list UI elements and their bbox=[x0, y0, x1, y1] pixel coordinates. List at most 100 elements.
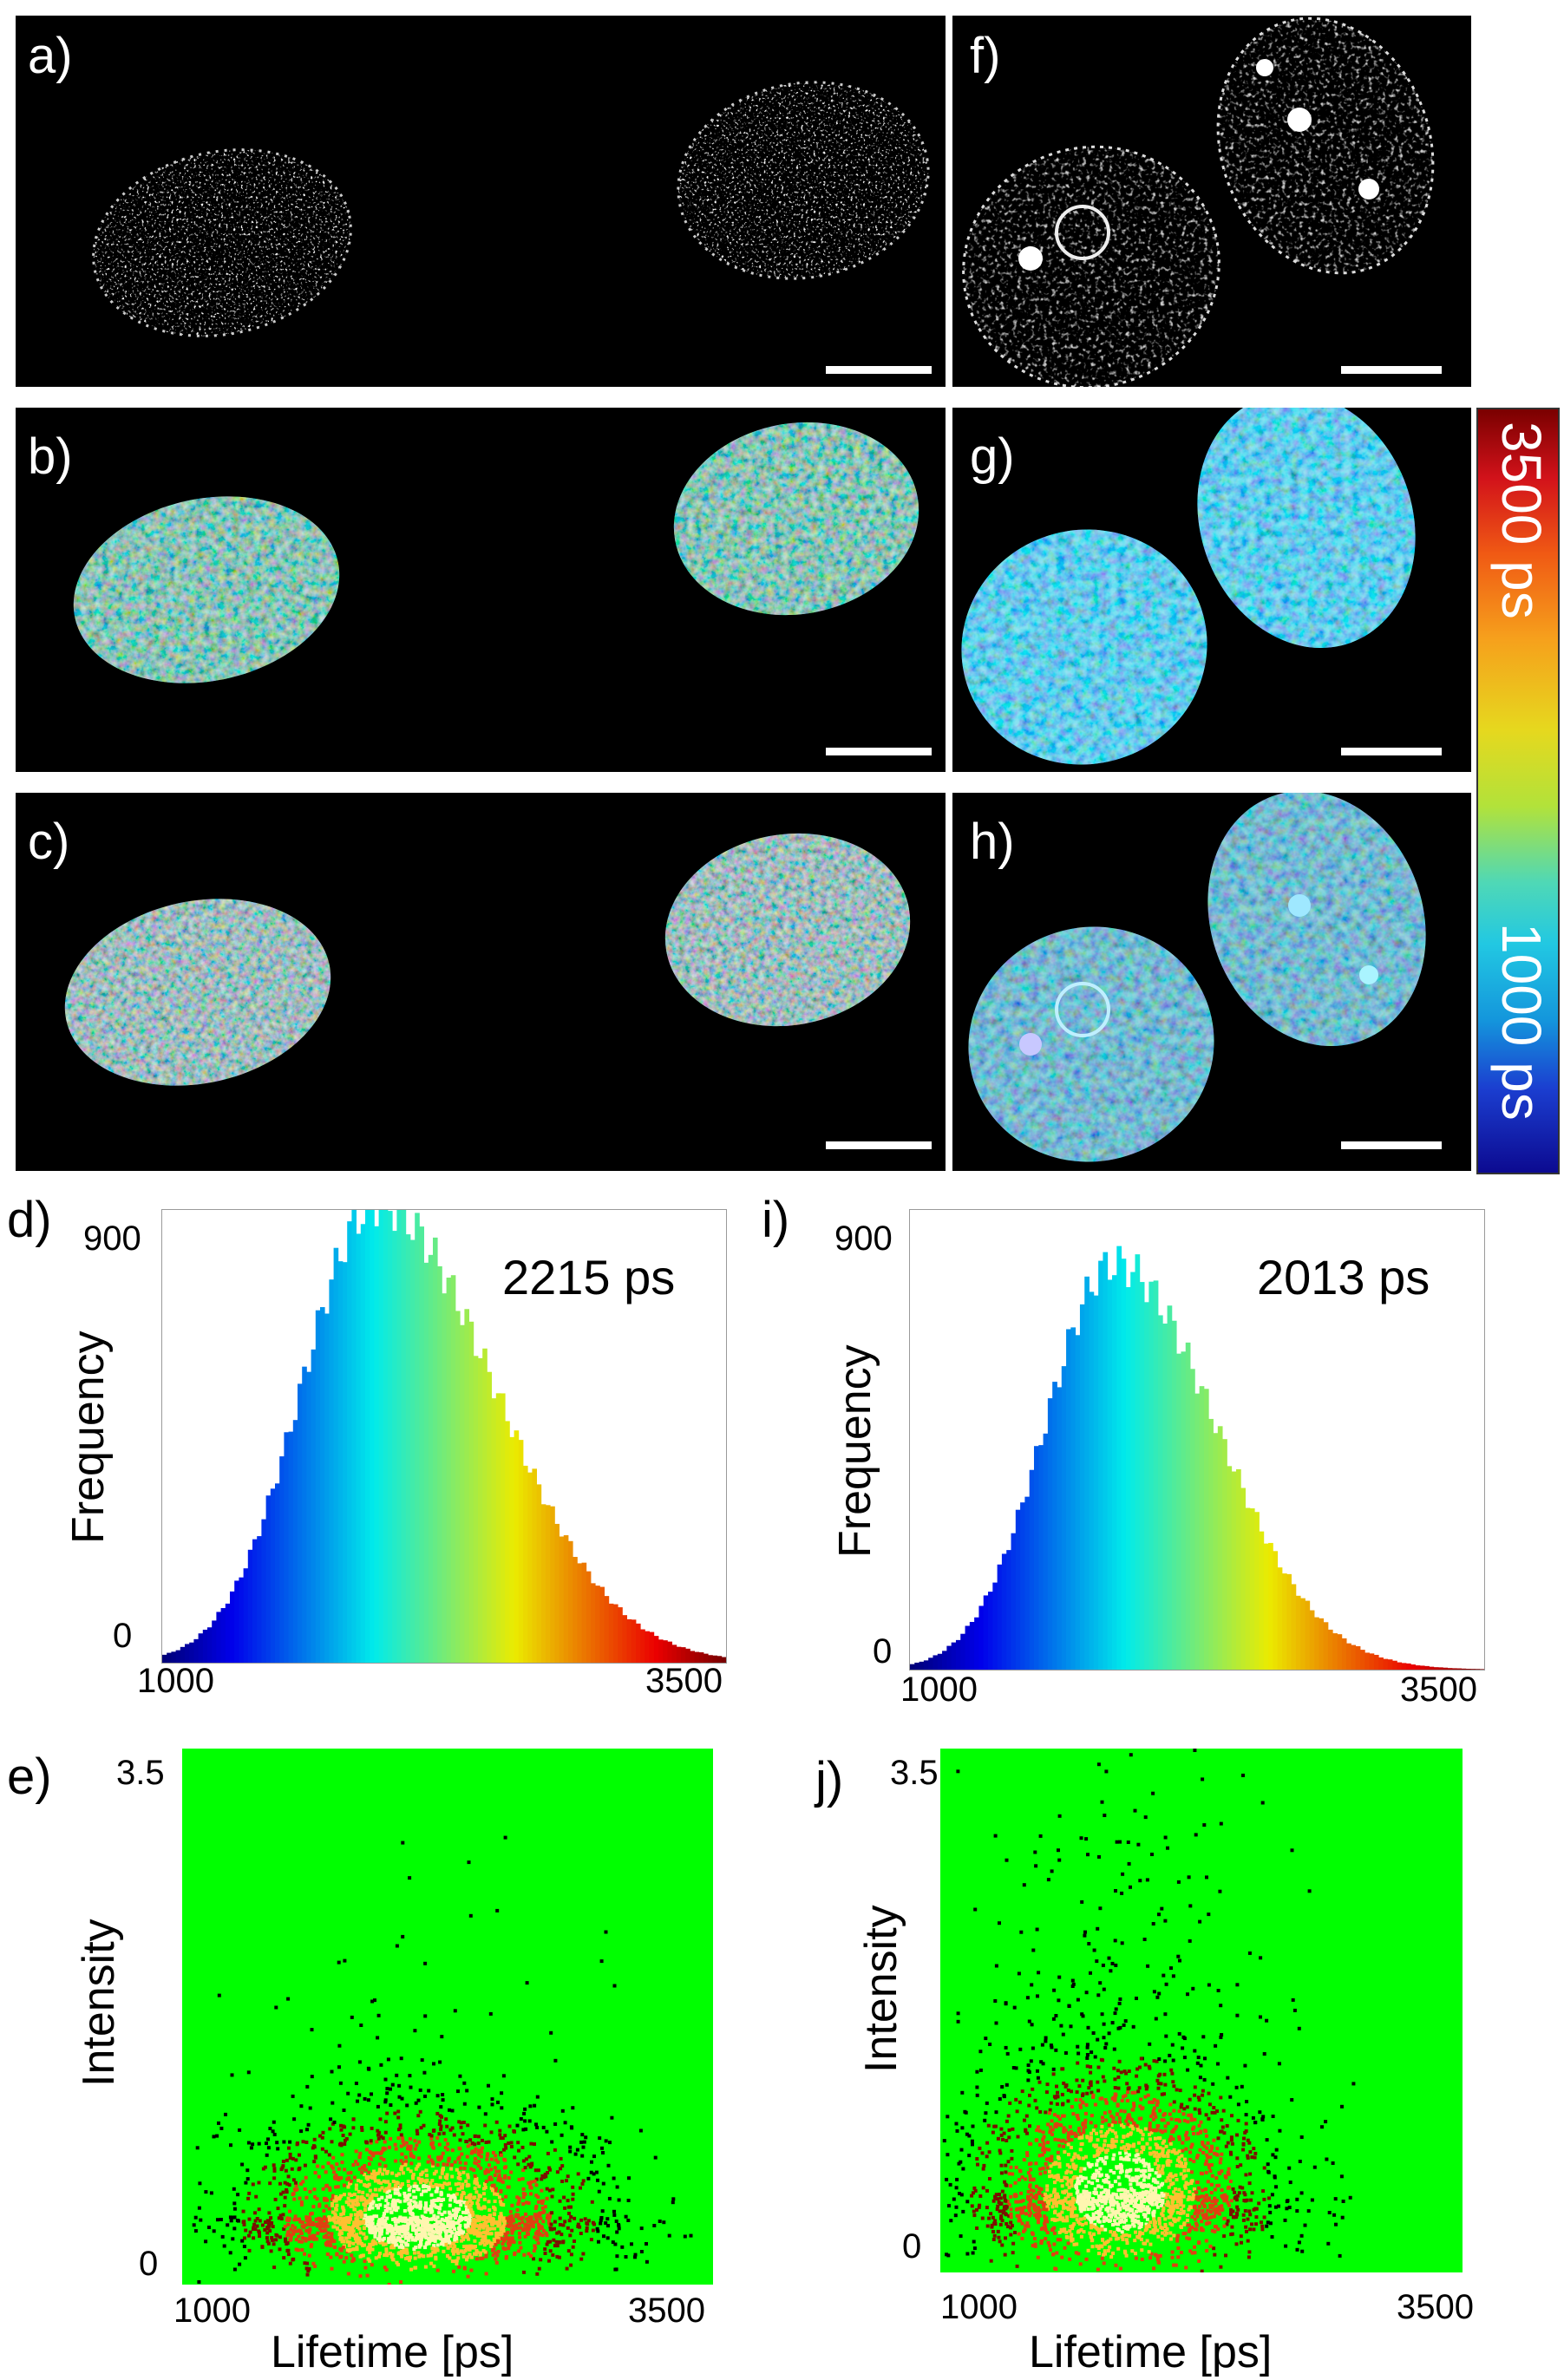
scatter-point bbox=[1235, 2205, 1240, 2209]
scatter-point bbox=[1331, 2161, 1335, 2165]
scatter-point bbox=[295, 2187, 299, 2192]
scatter-point bbox=[508, 2224, 513, 2228]
scatter-point bbox=[1071, 2205, 1076, 2209]
scatter-point bbox=[1134, 2252, 1137, 2256]
scatter-point bbox=[242, 2222, 246, 2226]
scatter-point bbox=[267, 2220, 272, 2223]
scatter-point bbox=[375, 2193, 379, 2197]
scatter-point bbox=[1074, 2097, 1078, 2102]
scatter-point bbox=[406, 2238, 410, 2242]
scatter-point bbox=[502, 2157, 507, 2161]
hist-bar bbox=[298, 1383, 303, 1663]
scatter-point bbox=[1228, 2095, 1233, 2099]
scatter-point bbox=[347, 2202, 351, 2207]
scatter-point bbox=[506, 2231, 510, 2235]
scatter-point bbox=[1163, 2217, 1168, 2221]
scatter-point bbox=[1176, 2255, 1181, 2259]
scatter-point bbox=[1116, 2222, 1121, 2226]
scatter-point bbox=[1154, 2225, 1158, 2229]
scatter-point bbox=[1096, 2138, 1100, 2142]
scatter-point bbox=[260, 2245, 265, 2249]
scatter-point bbox=[501, 2074, 506, 2078]
panel-e-label: e) bbox=[7, 1749, 52, 1805]
scatter-point bbox=[1049, 2247, 1052, 2252]
scatter-point bbox=[1045, 2231, 1050, 2235]
scatter-point bbox=[1077, 2129, 1081, 2134]
scatter-point bbox=[450, 2213, 455, 2218]
scatter-point bbox=[368, 2188, 372, 2193]
hist-bar bbox=[1066, 1329, 1071, 1670]
scatter-point bbox=[499, 2189, 503, 2193]
scatter-point bbox=[1194, 2221, 1198, 2226]
scatter-point bbox=[1067, 2138, 1071, 2142]
scatter-point bbox=[437, 2142, 442, 2147]
hist-bar bbox=[622, 1615, 627, 1663]
scatter-point bbox=[399, 2280, 403, 2284]
scatter-point bbox=[1088, 2202, 1091, 2207]
hist-bar bbox=[1116, 1246, 1122, 1670]
scatter-point bbox=[1066, 2207, 1070, 2211]
scatter-point bbox=[1146, 2205, 1149, 2209]
scatter-point bbox=[1292, 2008, 1297, 2012]
scatter-point bbox=[1106, 2130, 1109, 2135]
scatter-point bbox=[1102, 2252, 1106, 2257]
scatter-point bbox=[1106, 2175, 1110, 2180]
scatter-point bbox=[1147, 2190, 1151, 2194]
scatter-point bbox=[265, 2239, 270, 2244]
scatter-point bbox=[1181, 2211, 1186, 2215]
scatter-point bbox=[385, 2216, 389, 2220]
scatter-point bbox=[416, 2132, 420, 2136]
scatter-point bbox=[376, 2237, 380, 2241]
scatter-point bbox=[344, 2226, 349, 2231]
scatter-point bbox=[1152, 2231, 1156, 2235]
scatter-point bbox=[490, 2102, 494, 2107]
scatter-point bbox=[377, 2130, 382, 2135]
hist-bar bbox=[978, 1605, 985, 1670]
scatter-point bbox=[258, 2234, 262, 2239]
scatter-point bbox=[391, 2239, 396, 2243]
scatter-point bbox=[1107, 2031, 1111, 2036]
scatter-point bbox=[1188, 1904, 1193, 1908]
scatter-point bbox=[434, 2189, 438, 2194]
scatter-point bbox=[1332, 2213, 1337, 2217]
scatter-point bbox=[457, 2226, 461, 2231]
scatter-point bbox=[324, 2184, 329, 2188]
scatter-point bbox=[313, 2155, 317, 2160]
scatter-point bbox=[328, 2218, 331, 2222]
scatter-point bbox=[1300, 2249, 1305, 2253]
scatter-point bbox=[1122, 2125, 1126, 2129]
scatter-point bbox=[1130, 2188, 1135, 2193]
hist-bar bbox=[1236, 1468, 1241, 1670]
scatter-point bbox=[1083, 2125, 1088, 2129]
scatter-point bbox=[1038, 2213, 1042, 2218]
lifetime-colorbar: 3500 ps 1000 ps bbox=[1476, 408, 1560, 1174]
scatter-point bbox=[1214, 2207, 1219, 2211]
scatter-point bbox=[395, 2226, 399, 2229]
scatter-point bbox=[1109, 2237, 1113, 2241]
scatter-point bbox=[1044, 2090, 1049, 2095]
scatter-point bbox=[370, 2239, 375, 2244]
scatter-point bbox=[1325, 2157, 1329, 2161]
scatter-point bbox=[1104, 2118, 1108, 2122]
nuclei-intensity-render-a bbox=[75, 62, 945, 359]
scatter-point bbox=[472, 2168, 476, 2172]
scatter-point bbox=[455, 2168, 459, 2172]
scatter-point bbox=[533, 2244, 537, 2248]
scatter-point bbox=[1091, 2214, 1096, 2219]
scatter-point bbox=[368, 2150, 372, 2154]
scatter-point bbox=[537, 2214, 541, 2219]
scatter-point bbox=[478, 2252, 482, 2257]
scatter-point bbox=[1133, 1808, 1137, 1813]
scatter-point bbox=[427, 2223, 431, 2227]
scatter-point bbox=[1203, 2056, 1207, 2061]
scatter-point bbox=[1066, 2179, 1070, 2183]
scatter-point bbox=[589, 2170, 593, 2174]
scatter-point bbox=[1181, 2046, 1185, 2050]
scatter-point bbox=[1124, 2071, 1129, 2076]
scatter-point bbox=[1215, 2153, 1220, 2157]
scatter-point bbox=[1168, 2178, 1172, 2182]
scatter-point bbox=[1052, 2175, 1057, 2180]
scatter-point bbox=[1327, 2211, 1332, 2214]
scatter-point bbox=[317, 2204, 322, 2208]
scatter-point bbox=[1206, 2155, 1210, 2160]
